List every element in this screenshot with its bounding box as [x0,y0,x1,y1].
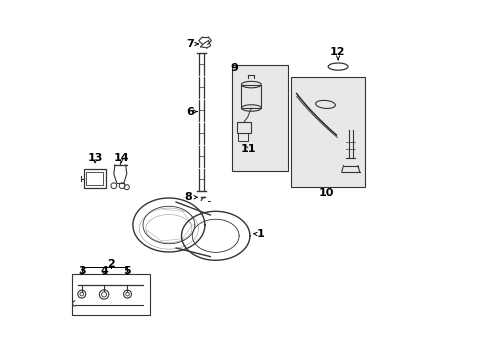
Text: 6: 6 [185,107,193,117]
Bar [291,77,365,187]
Text: 12: 12 [329,47,345,57]
Text: 10: 10 [318,188,333,198]
Text: 2: 2 [107,258,115,269]
Bar [86,172,103,185]
Bar [237,122,250,133]
Bar [238,133,248,141]
Text: 7: 7 [185,39,193,49]
Bar [84,169,106,188]
Bar [241,85,261,108]
Bar [72,274,149,315]
Text: 1: 1 [256,229,264,239]
Text: 8: 8 [183,192,191,202]
Text: 3: 3 [78,266,85,276]
Text: 9: 9 [230,63,238,73]
Text: 13: 13 [87,153,102,163]
Text: 4: 4 [100,266,108,276]
Text: 5: 5 [123,266,131,276]
Text: 11: 11 [240,144,255,154]
Text: 14: 14 [113,153,129,163]
Bar [231,65,287,171]
